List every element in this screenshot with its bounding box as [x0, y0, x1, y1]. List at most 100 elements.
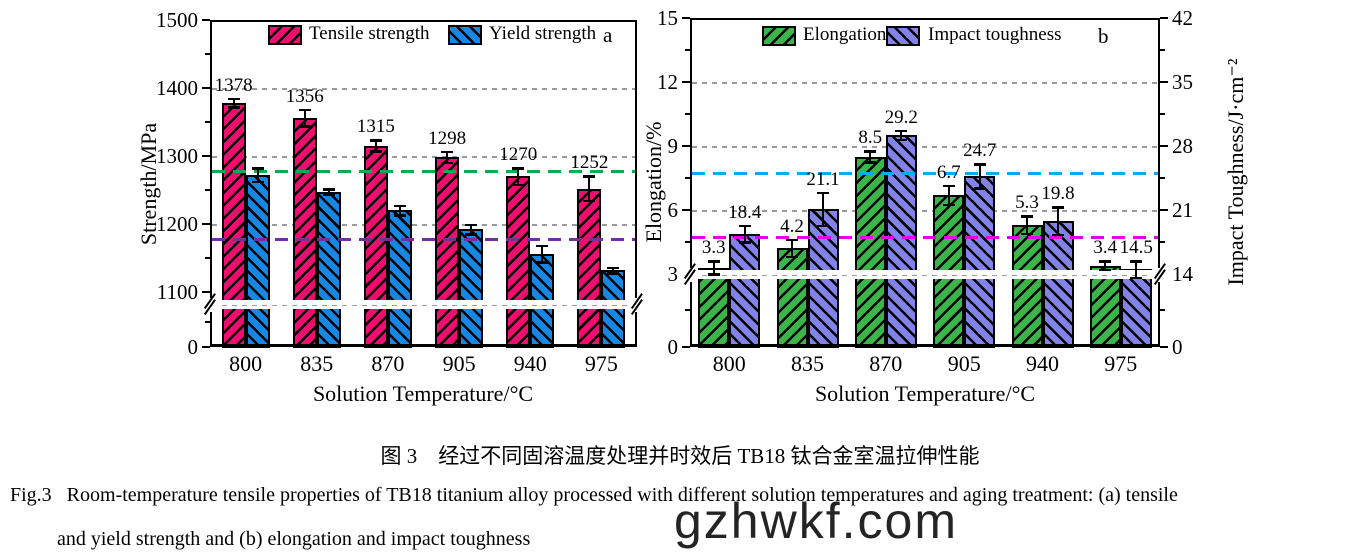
bar-impact-toughness-870 [885, 135, 917, 348]
x-tick-label-870: 870 [869, 351, 903, 376]
reference-line-0 [212, 170, 635, 174]
error-bar-impact-toughness-835 [822, 192, 824, 226]
error-cap-bottom-elongation-800 [707, 273, 720, 276]
tick-label-left-15: 15 [657, 6, 678, 30]
tick-label-right-28: 28 [1172, 134, 1193, 158]
error-cap-bottom-tensile-strength-800 [227, 106, 240, 109]
reference-line-1 [212, 238, 635, 242]
tick-left [202, 346, 210, 348]
tick-label-right-0: 0 [1172, 335, 1183, 359]
tick-label-left-6: 6 [667, 198, 679, 222]
x-tick-label-975: 975 [1104, 351, 1138, 376]
tick-left [202, 291, 210, 293]
error-cap-bottom-yield-strength-835 [322, 193, 335, 197]
error-cap-bottom-impact-toughness-870 [895, 138, 908, 142]
error-cap-bottom-tensile-strength-905 [441, 161, 454, 165]
error-cap-top-tensile-strength-940 [512, 167, 525, 170]
tick-right [1160, 81, 1168, 83]
bar-elongation-975 [1089, 265, 1121, 348]
legend-swatch-elongation [762, 26, 796, 46]
panel-label-a: a [603, 23, 613, 47]
error-bar-elongation-870 [869, 151, 872, 163]
value-label-tensile-strength-800: 1378 [214, 74, 253, 96]
caption-chinese: 图 3 经过不同固溶温度处理并时效后 TB18 钛合金室温拉伸性能 [380, 444, 980, 468]
error-cap-top-elongation-905 [942, 184, 955, 187]
tick-left [682, 17, 690, 19]
plot-frame [210, 20, 637, 347]
minor-tick-left [205, 321, 210, 323]
error-cap-bottom-tensile-strength-870 [369, 150, 382, 153]
minor-tick-right [1160, 177, 1165, 179]
tick-right [1160, 145, 1168, 147]
value-label-tensile-strength-905: 1298 [428, 127, 467, 149]
tick-label-left-9: 9 [667, 134, 679, 158]
bar-impact-toughness-800 [729, 233, 761, 348]
error-bar-elongation-940 [1026, 216, 1028, 234]
value-label-tensile-strength-940: 1270 [499, 144, 538, 166]
bar-tensile-strength-835 [292, 117, 317, 348]
error-bar-yield-strength-975 [612, 267, 615, 273]
tick-left [682, 209, 690, 211]
x-tick-label-940: 940 [1026, 351, 1059, 376]
legend-swatch-tensile-strength [268, 25, 302, 45]
tick-left [202, 19, 210, 21]
error-cap-bottom-elongation-940 [1021, 232, 1033, 235]
error-cap-bottom-tensile-strength-975 [583, 199, 596, 203]
charts-area: 1378 1356 1315 1298 1270 1252 1500 1400 1300 1200… [136, 6, 1248, 406]
caption-english-line1: Fig.3 Room-temperature tensile propertie… [10, 484, 1178, 506]
error-cap-top-impact-toughness-905 [973, 163, 986, 166]
bar-elongation-870 [854, 156, 886, 348]
grid-line [692, 82, 1158, 84]
error-cap-bottom-elongation-905 [942, 203, 955, 207]
reference-line-0 [692, 172, 1158, 176]
bar-tensile-strength-975 [577, 188, 602, 348]
tick-label-left-1500: 1500 [156, 8, 198, 32]
tick-label-left-1100: 1100 [156, 280, 198, 304]
value-label-impact-toughness-870: 29.2 [884, 106, 918, 128]
tick-label-left-1300: 1300 [156, 144, 198, 168]
bar-tensile-strength-940 [506, 176, 531, 348]
minor-tick-left [685, 177, 690, 179]
error-cap-bottom-impact-toughness-940 [1052, 233, 1064, 237]
value-label-impact-toughness-835: 21.1 [806, 168, 840, 190]
grid-line [212, 156, 635, 158]
value-label-elongation-870: 8.5 [858, 127, 883, 149]
legend-swatch-yield-strength [448, 25, 482, 45]
tick-left [682, 145, 690, 147]
plot-frame [690, 18, 1160, 347]
x-tick-label-800: 800 [229, 351, 263, 376]
error-bar-tensile-strength-905 [446, 151, 449, 163]
error-cap-top-impact-toughness-835 [817, 191, 829, 195]
grid-line [692, 146, 1158, 148]
tick-right [1160, 346, 1168, 348]
tick-label-left-1200: 1200 [156, 212, 198, 236]
x-tick-label-800: 800 [712, 351, 746, 376]
value-label-impact-toughness-975: 14.5 [1119, 237, 1153, 259]
error-cap-top-elongation-975 [1099, 260, 1112, 263]
error-cap-top-tensile-strength-835 [298, 108, 311, 112]
error-bar-tensile-strength-835 [303, 109, 306, 127]
error-cap-top-yield-strength-835 [322, 188, 335, 191]
error-cap-top-tensile-strength-975 [583, 175, 596, 178]
error-cap-bottom-yield-strength-800 [251, 180, 264, 184]
error-cap-top-impact-toughness-870 [895, 129, 908, 132]
bar-impact-toughness-940 [1042, 221, 1074, 348]
y-axis-title: Elongation/% [641, 121, 666, 243]
error-bar-yield-strength-870 [398, 205, 401, 216]
chart-panel-b: 3.3 4.2 8.5 6.7 5.3 3.4 18.4 21.1 29.2 24.7 19.8 14… [641, 6, 1248, 406]
minor-tick-right [1160, 113, 1165, 115]
x-axis-title: Solution Temperature/°C [312, 381, 534, 406]
value-label-impact-toughness-905: 24.7 [963, 140, 997, 162]
bar-impact-toughness-975 [1120, 269, 1152, 348]
tick-label-right-42: 42 [1172, 6, 1193, 30]
x-tick-label-905: 905 [442, 351, 476, 376]
tick-label-right-14: 14 [1172, 262, 1193, 286]
tick-right [1160, 17, 1168, 19]
error-bar-tensile-strength-800 [232, 98, 235, 108]
error-cap-bottom-elongation-835 [786, 255, 798, 259]
error-bar-elongation-905 [947, 185, 950, 205]
error-cap-top-impact-toughness-975 [1130, 260, 1143, 263]
tick-left [202, 155, 210, 157]
error-cap-bottom-elongation-870 [864, 161, 877, 164]
error-cap-bottom-elongation-975 [1099, 268, 1112, 272]
